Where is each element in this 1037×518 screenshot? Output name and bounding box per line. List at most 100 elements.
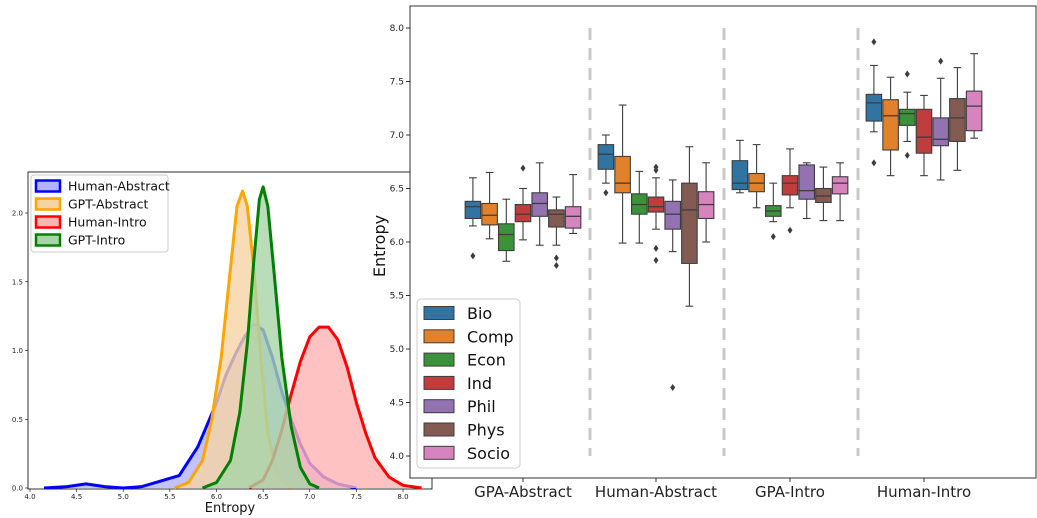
kde-legend: Human-Abstract GPT-Abstract Human-Intro GPT…: [30, 174, 170, 253]
box-socio[interactable]: [965, 90, 983, 132]
box-outlier: [904, 70, 910, 78]
box-bio[interactable]: [731, 160, 749, 191]
box-phys[interactable]: [949, 98, 966, 142]
box-legend-label: Phys: [467, 421, 505, 440]
kde-area-gpt-intro: [202, 186, 320, 488]
box-phil[interactable]: [932, 117, 950, 147]
box-phys[interactable]: [548, 209, 565, 228]
box-outlier: [553, 254, 559, 262]
box-groups: [464, 38, 983, 392]
kde-curves: [43, 185, 422, 490]
box-y-tick-label: 8.0: [390, 24, 405, 34]
box-group-human-intro: [865, 38, 983, 181]
kde-legend-swatch: [34, 179, 62, 193]
kde-legend-box: [30, 174, 169, 253]
box-y-tick-label: 7.5: [390, 78, 404, 88]
box-outlier: [938, 57, 944, 65]
box-socio[interactable]: [831, 176, 849, 195]
box-group-human-abstract: [597, 104, 715, 392]
box-phys[interactable]: [681, 182, 698, 264]
box-outlier: [670, 384, 676, 392]
box-outlier: [520, 164, 526, 172]
box-legend-swatch: [423, 445, 455, 460]
box-legend-swatch: [423, 399, 455, 414]
kde-x-tick-label: 8.0: [397, 493, 408, 501]
box-outlier: [871, 159, 877, 167]
box-y-tick-label: 5.0: [390, 345, 405, 355]
box-x-tick-label: GPA-Abstract: [474, 483, 572, 501]
kde-x-ticks: 4.0 4.5 5.0 5.5 6.0 6.5 7.0 7.5 8.0: [24, 489, 409, 501]
box-x-tick-label: Human-Intro: [877, 483, 971, 501]
box-econ[interactable]: [898, 108, 916, 126]
box-legend-label: Econ: [467, 351, 506, 370]
kde-x-tick-label: 6.5: [258, 493, 269, 501]
box-outlier: [770, 233, 776, 241]
box-comp[interactable]: [882, 99, 899, 151]
kde-line-gpt-intro: [201, 185, 320, 490]
box-phil[interactable]: [531, 192, 549, 217]
kde-x-tick-label: 5.5: [164, 493, 175, 501]
box-y-tick-label: 7.0: [390, 131, 405, 141]
box-legend-swatch: [423, 306, 455, 320]
kde-legend-swatch: [34, 197, 62, 211]
kde-x-tick-label: 6.0: [211, 493, 222, 501]
box-y-tick-label: 6.0: [390, 238, 405, 248]
box-legend-label: Phil: [467, 397, 496, 416]
kde-x-tick-label: 4.0: [24, 493, 35, 501]
box-legend-swatch: [423, 352, 455, 367]
box-legend-swatch: [423, 422, 455, 437]
box-econ[interactable]: [497, 223, 515, 252]
kde-legend-label: Human-Abstract: [68, 179, 170, 194]
box-phil[interactable]: [798, 164, 816, 200]
kde-x-tick-label: 7.5: [351, 493, 362, 501]
box-ind[interactable]: [915, 108, 933, 154]
kde-x-tick-label: 7.0: [304, 493, 315, 501]
box-x-tick-label: Human-Abstract: [595, 483, 717, 501]
group-separators: [588, 28, 860, 456]
box-bio[interactable]: [597, 144, 615, 170]
box-outlier: [871, 38, 877, 46]
box-legend-swatch: [423, 375, 455, 390]
kde-y-tick-label: 0.5: [12, 416, 23, 424]
box-outlier: [553, 262, 559, 270]
kde-y-tick-label: 0.0: [12, 485, 23, 493]
box-outlier: [653, 166, 659, 174]
box-legend: Bio Comp Econ Ind Phil Phys Socio: [416, 298, 521, 469]
box-comp[interactable]: [481, 202, 498, 226]
box-ind[interactable]: [781, 175, 799, 196]
box-outlier: [787, 226, 793, 234]
box-y-ticks: 4.0 4.5 5.0 5.5 6.0 6.5 7.0 7.5 8.0: [390, 24, 410, 462]
box-ind[interactable]: [514, 204, 532, 223]
box-y-tick-label: 4.0: [390, 452, 405, 462]
kde-x-tick-label: 5.0: [118, 493, 129, 501]
box-comp[interactable]: [614, 155, 631, 194]
box-bio[interactable]: [865, 93, 883, 122]
kde-legend-swatch: [34, 233, 62, 247]
box-y-axis-title: Entropy: [370, 215, 389, 277]
box-y-tick-label: 5.5: [390, 292, 404, 302]
box-x-tick-label: GPA-Intro: [755, 483, 825, 501]
box-legend-label: Bio: [467, 304, 492, 323]
box-outlier: [653, 244, 659, 252]
box-outlier: [653, 256, 659, 264]
box-x-ticks: GPA-Abstract Human-Abstract GPA-Intro Human…: [474, 478, 971, 501]
kde-x-tick-label: 4.5: [71, 493, 82, 501]
kde-legend-label: Human-Intro: [68, 215, 147, 230]
box-bio[interactable]: [464, 200, 482, 220]
box-outlier: [904, 151, 910, 159]
kde-legend-swatch: [34, 215, 62, 229]
box-group-gpa-abstract: [464, 162, 582, 270]
box-socio[interactable]: [564, 206, 582, 229]
box-outlier: [603, 189, 609, 197]
boxplot-chart: 4.0 4.5 5.0 5.5 6.0 6.5 7.0 7.5 8.0 Entropy GPA-…: [370, 5, 1037, 501]
kde-y-tick-label: 1.5: [12, 278, 23, 286]
box-y-tick-label: 4.5: [390, 399, 404, 409]
kde-chart: 4.0 4.5 5.0 5.5 6.0 6.5 7.0 7.5 8.0 0.0 0.5 1.0 1.5…: [12, 171, 433, 516]
box-legend-label: Ind: [467, 374, 492, 393]
box-phil[interactable]: [664, 200, 682, 230]
box-ind[interactable]: [647, 196, 665, 213]
kde-y-tick-label: 2.0: [12, 210, 23, 218]
kde-y-tick-label: 1.0: [12, 347, 23, 355]
box-group-gpa-intro: [731, 139, 849, 241]
